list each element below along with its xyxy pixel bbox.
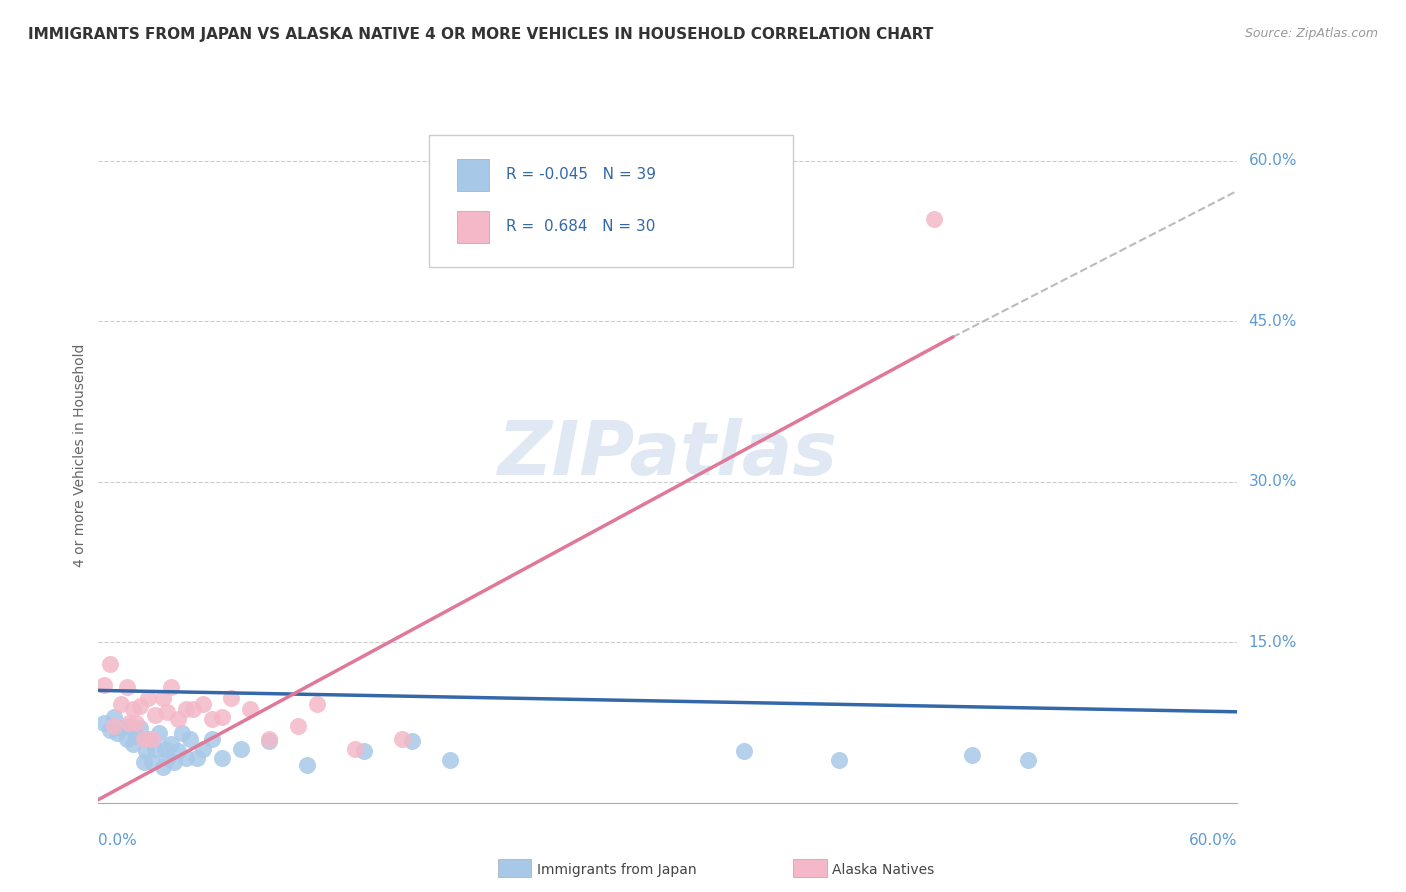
Point [201,731,224,746]
Point [201,712,224,726]
Point [145,708,167,723]
FancyBboxPatch shape [429,135,793,267]
Point [191,742,214,756]
Point [287,719,309,733]
Point [115,731,138,746]
Point [93,678,115,692]
Point [183,701,205,715]
Point [259,731,281,746]
Bar [457,211,489,243]
Point [191,698,214,712]
Point [121,701,143,715]
Point [211,751,233,765]
Point [922,212,945,227]
Text: 30.0%: 30.0% [1249,475,1296,489]
Text: 15.0%: 15.0% [1249,635,1296,649]
Point [118,719,141,733]
Point [118,715,141,730]
Point [960,747,983,762]
Point [159,737,181,751]
Point [98,723,121,737]
Point [107,726,129,740]
Text: 60.0%: 60.0% [1249,153,1296,168]
Point [163,755,186,769]
Point [353,744,375,758]
Point [305,698,328,712]
Point [221,690,243,705]
Point [174,701,197,715]
Point [145,742,167,756]
Point [156,705,179,719]
Point [141,755,163,769]
Point [167,712,190,726]
Point [159,680,181,694]
Point [152,760,174,774]
Point [129,699,152,714]
Point [828,753,851,767]
Point [259,733,281,747]
Text: ZIPatlas: ZIPatlas [498,418,838,491]
Point [115,680,138,694]
Point [733,744,755,758]
Point [141,731,163,746]
Point [297,758,319,772]
Point [174,751,197,765]
Point [152,690,174,705]
Point [98,657,121,671]
Point [132,755,155,769]
Point [156,751,179,765]
Point [93,715,115,730]
Text: 0.0%: 0.0% [98,833,138,848]
Point [136,690,159,705]
Point [125,730,148,744]
Point [229,742,252,756]
Point [343,742,366,756]
Bar [457,160,489,191]
Point [148,726,170,740]
Text: R = -0.045   N = 39: R = -0.045 N = 39 [506,168,657,183]
Point [103,719,125,733]
Text: 45.0%: 45.0% [1249,314,1296,328]
Point [132,731,155,746]
Point [1018,753,1040,767]
Point [179,731,201,746]
Point [186,751,208,765]
Point [110,698,132,712]
Point [110,721,132,735]
Text: Source: ZipAtlas.com: Source: ZipAtlas.com [1244,27,1378,40]
Point [439,753,461,767]
Point [103,710,125,724]
Text: 60.0%: 60.0% [1189,833,1237,848]
Point [401,733,423,747]
Point [170,726,193,740]
Text: Immigrants from Japan: Immigrants from Japan [537,863,697,877]
Text: Alaska Natives: Alaska Natives [832,863,935,877]
Point [211,710,233,724]
Text: R =  0.684   N = 30: R = 0.684 N = 30 [506,219,655,235]
Point [153,742,176,756]
Point [121,737,143,751]
Point [129,721,152,735]
Y-axis label: 4 or more Vehicles in Household: 4 or more Vehicles in Household [73,343,87,566]
Point [136,731,159,746]
Point [239,701,262,715]
Point [135,744,157,758]
Point [167,744,190,758]
Point [125,715,148,730]
Point [391,731,413,746]
Text: IMMIGRANTS FROM JAPAN VS ALASKA NATIVE 4 OR MORE VEHICLES IN HOUSEHOLD CORRELATI: IMMIGRANTS FROM JAPAN VS ALASKA NATIVE 4… [28,27,934,42]
